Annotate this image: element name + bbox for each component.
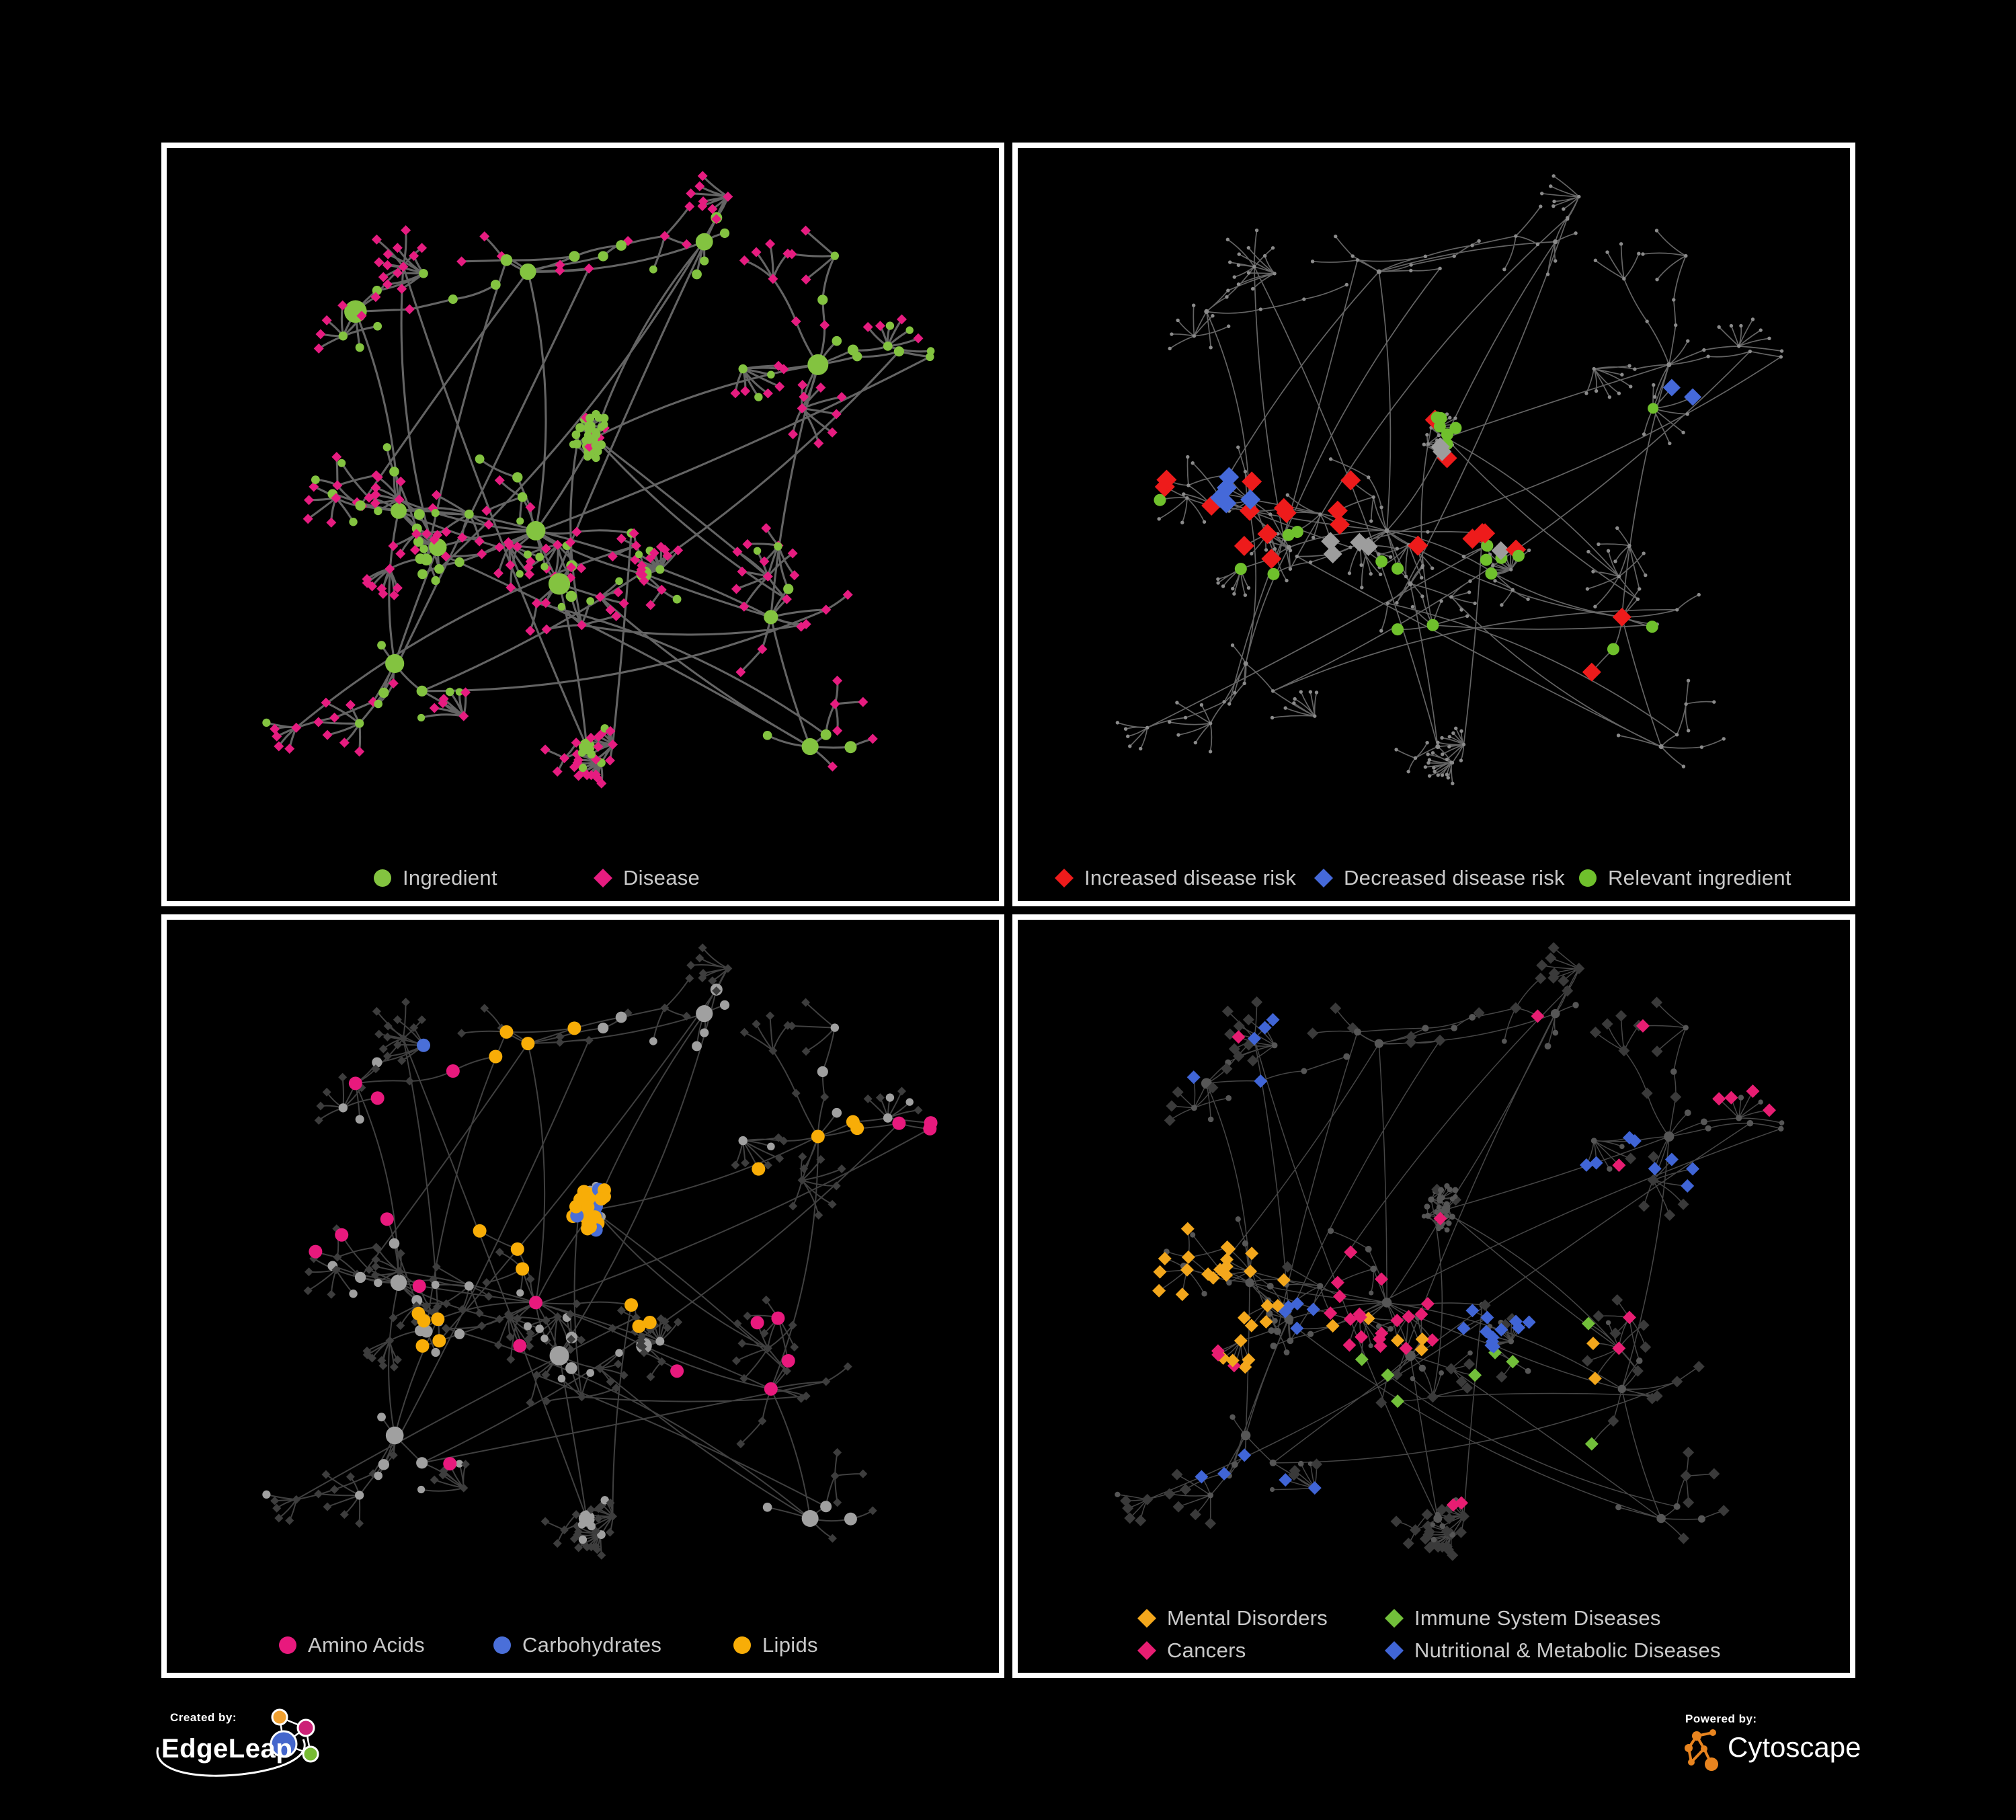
legend-label: Amino Acids	[308, 1633, 425, 1657]
legend-diamond-icon	[1385, 1641, 1404, 1660]
legend-label: Ingredient	[403, 866, 497, 889]
legend-diamond-icon	[1314, 869, 1333, 887]
edgeleap-credit: Created by: EdgeLeap	[151, 1706, 353, 1800]
cytoscape-logo	[1685, 1729, 1718, 1771]
legend-item: Nutritional & Metabolic Diseases	[1383, 1638, 1721, 1663]
highlighted-nodes	[309, 1021, 938, 1471]
panel-ingredients-diseases: Ingredient Disease	[161, 143, 1004, 906]
network-nodes	[262, 171, 935, 789]
legend-item: Ingredient	[371, 866, 497, 890]
legend-diamond-icon	[1055, 869, 1074, 887]
edgeleap-node-blue	[270, 1730, 298, 1758]
edgeleap-node-pink	[296, 1718, 315, 1737]
panel-ingredient-classes: Amino Acids Carbohydrates Lipids	[161, 914, 1004, 1678]
edgeleap-swoosh	[156, 1739, 306, 1777]
network-nodes	[262, 943, 923, 1560]
legend-label: Nutritional & Metabolic Diseases	[1414, 1638, 1721, 1662]
network-edges	[266, 947, 931, 1556]
network-graph	[262, 943, 938, 1560]
edgeleap-node-orange	[271, 1708, 288, 1726]
legend-item: Relevant ingredient	[1576, 866, 1791, 890]
legend-diamond-icon	[594, 869, 612, 887]
panel-disease-risk: Increased disease risk Decreased disease …	[1012, 143, 1855, 906]
legend-label: Cancers	[1167, 1638, 1246, 1662]
legend-circle-icon	[1579, 869, 1597, 887]
highlighted-nodes	[1154, 379, 1702, 682]
legend-item: Decreased disease risk	[1312, 866, 1565, 890]
legend-label: Increased disease risk	[1084, 866, 1297, 889]
legend-label: Decreased disease risk	[1344, 866, 1565, 889]
network-edges	[266, 175, 931, 784]
edgeleap-brand: EdgeLeap	[161, 1734, 293, 1764]
network-graph	[262, 171, 935, 789]
edgeleap-logo	[156, 1708, 319, 1777]
network-graph	[1115, 174, 1784, 786]
network-graph	[1115, 942, 1785, 1561]
legend-item: Amino Acids	[276, 1633, 425, 1657]
network-nodes	[1115, 174, 1784, 786]
network-edges	[1117, 175, 1782, 784]
legend-item: Increased disease risk	[1053, 866, 1296, 890]
legend-circle-icon	[279, 1636, 296, 1654]
cytoscape-credit: Powered by: Cytoscape	[1683, 1709, 1885, 1790]
cytoscape-brand: Cytoscape	[1728, 1731, 1861, 1763]
highlighted-nodes	[1152, 1009, 1776, 1512]
legend-item: Disease	[592, 866, 700, 890]
legend-label: Lipids	[762, 1633, 818, 1657]
legend-diamond-icon	[1137, 1641, 1156, 1660]
created-by-label: Created by:	[170, 1711, 237, 1724]
legend-circle-icon	[493, 1636, 511, 1654]
legend-item: Cancers	[1135, 1638, 1246, 1663]
legend-label: Carbohydrates	[522, 1633, 662, 1657]
legend-circle-icon	[733, 1636, 751, 1654]
panel-disease-categories: Mental Disorders Immune System Diseases Ca…	[1012, 914, 1855, 1678]
legend-item: Lipids	[731, 1633, 818, 1657]
powered-by-label: Powered by:	[1685, 1712, 1757, 1725]
edgeleap-node-green	[302, 1745, 319, 1763]
legend-label: Disease	[623, 866, 700, 889]
legend-item: Carbohydrates	[491, 1633, 661, 1657]
legend-circle-icon	[374, 869, 391, 887]
legend-label: Relevant ingredient	[1608, 866, 1791, 889]
network-edges	[1117, 947, 1782, 1556]
